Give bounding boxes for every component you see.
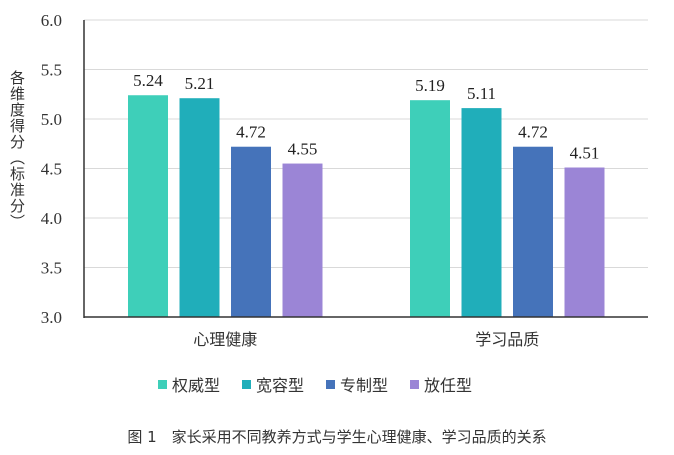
data-label: 4.55 — [288, 140, 318, 159]
figure-caption: 图 1 家长采用不同教养方式与学生心理健康、学习品质的关系 — [127, 428, 547, 446]
bar — [282, 163, 323, 317]
data-label: 4.72 — [518, 123, 548, 142]
bar — [410, 100, 450, 317]
data-label: 5.19 — [415, 76, 445, 95]
bar — [513, 146, 553, 317]
legend-label: 宽容型 — [256, 376, 305, 395]
legend-label: 权威型 — [172, 376, 221, 395]
legend-swatch — [158, 379, 167, 389]
legend: 权威型 宽容型 专制型 放任型 — [158, 372, 472, 396]
legend-swatch — [242, 379, 252, 389]
data-label: 4.51 — [570, 144, 600, 163]
y-tick-label: 3.5 — [41, 259, 62, 278]
bar — [128, 95, 168, 318]
y-tick-label: 5.0 — [41, 110, 62, 129]
bar — [179, 98, 220, 318]
data-label: 4.72 — [236, 123, 266, 142]
legend-swatch — [410, 379, 420, 389]
x-category-label: 学习品质 — [475, 330, 539, 349]
y-tick-label: 5.5 — [41, 61, 62, 80]
y-tick-label: 4.5 — [41, 160, 62, 179]
legend-swatch — [326, 379, 336, 389]
data-label: 5.24 — [133, 71, 163, 90]
data-label: 5.11 — [467, 84, 496, 103]
legend-item-authoritarian: 专制型 — [326, 372, 388, 396]
legend-label: 专制型 — [340, 376, 389, 395]
y-tick-label: 6.0 — [41, 11, 62, 30]
bar — [231, 146, 271, 317]
bar — [564, 167, 605, 317]
bar-chart: 3.0 3.5 4.0 4.5 5.0 5.5 6.0 5.24 5.21 4.72 4.55 心理健… — [41, 11, 648, 349]
y-axis-label: 各维度得分（标准分） — [8, 70, 26, 230]
y-tick-label: 3.0 — [41, 308, 62, 327]
bar — [461, 108, 502, 317]
y-tick-label: 4.0 — [41, 209, 62, 228]
data-label: 5.21 — [185, 74, 215, 93]
legend-item-authoritative: 权威型 — [158, 372, 220, 396]
legend-label: 放任型 — [424, 376, 473, 395]
legend-item-neglectful: 放任型 — [410, 372, 472, 396]
x-category-label: 心理健康 — [193, 330, 257, 349]
legend-item-permissive-tolerant: 宽容型 — [242, 372, 304, 396]
